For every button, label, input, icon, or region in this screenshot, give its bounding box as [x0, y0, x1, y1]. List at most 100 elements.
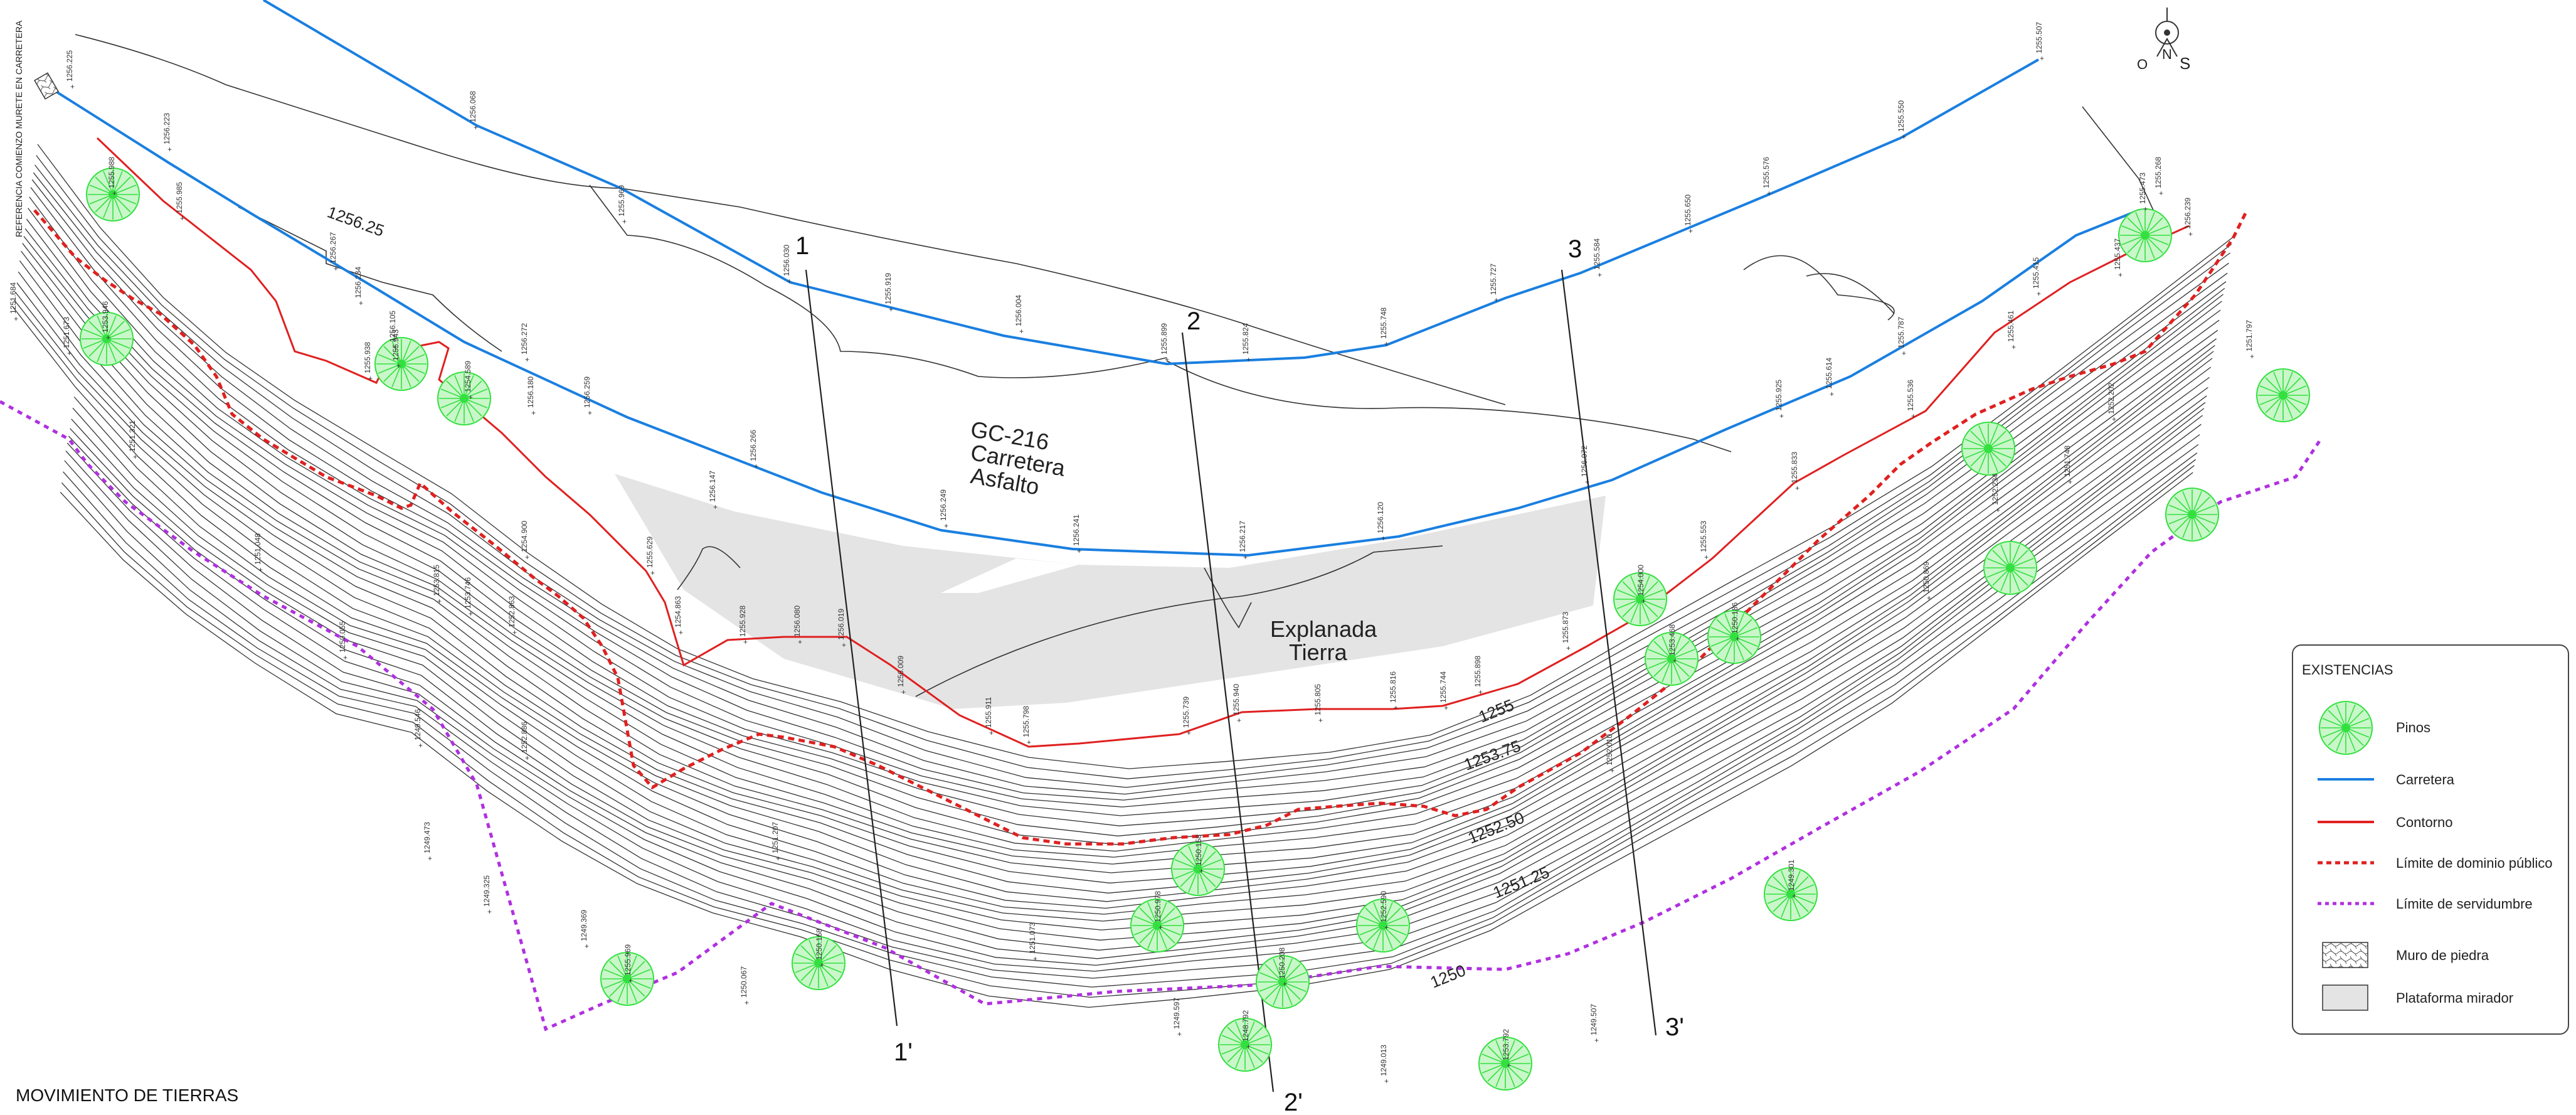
survey-elevation-label: 1256.180	[526, 376, 535, 408]
section-1-end: 1'	[894, 1038, 913, 1066]
tree-point-mark: +	[396, 361, 401, 370]
edge-point-mark: +	[167, 145, 172, 154]
legend-item-plataforma: Plataforma mirador	[2322, 984, 2513, 1011]
contour-line	[24, 228, 2221, 845]
contour-line	[65, 444, 2199, 972]
tree-elevation-label: 1250.186	[1731, 602, 1739, 634]
contour-label-2: 1255	[1476, 695, 1517, 726]
edge-elevation-label: 1255.415	[2032, 257, 2040, 289]
edge-elevation-label: 1255.925	[1774, 380, 1783, 411]
survey-elevation-label: 1252.234	[1991, 474, 2000, 505]
survey-elevation-label: 1253.746	[464, 577, 472, 609]
edge-elevation-label: 1256.223	[162, 113, 171, 144]
edge-point-mark: +	[1585, 477, 1589, 486]
survey-point-mark: +	[2118, 270, 2123, 279]
contour-line	[21, 250, 2217, 865]
contour-line	[19, 260, 2215, 873]
survey-elevation-label: 1255.873	[1561, 612, 1570, 643]
survey-elevation-label: 1255.938	[363, 342, 372, 373]
reference-note: REFERENCIA COMIENZO MURETE EN CARRETERA	[14, 20, 24, 237]
survey-point-mark: +	[1610, 766, 1614, 775]
edge-point-mark: +	[359, 299, 363, 307]
survey-point-mark: +	[1996, 506, 2000, 515]
platform-label-line1: Explanada	[1270, 616, 1377, 642]
survey-elevation-label: 1251.748	[2063, 445, 2072, 477]
survey-point-mark: +	[368, 374, 373, 383]
easement-limit	[0, 400, 2323, 1032]
edge-elevation-label: 1256.267	[329, 232, 337, 264]
edge-point-mark: +	[1381, 534, 1386, 543]
pine-tree	[1983, 541, 2037, 595]
platform-label-line2: Tierra	[1289, 639, 1348, 665]
edge-point-mark: +	[2188, 230, 2193, 238]
tree-point-mark: +	[1673, 656, 1677, 665]
section-labels: 1 1' 2 2' 3 3'	[795, 232, 1684, 1115]
tree-elevation-label: 1248.792	[1241, 1010, 1250, 1042]
survey-elevation-label: 1255.940	[1232, 684, 1241, 715]
survey-point-mark: +	[512, 628, 517, 637]
survey-point-mark: +	[418, 741, 423, 750]
pine-tree	[2118, 208, 2172, 262]
contour-label-6: 1250	[1428, 961, 1468, 991]
survey-elevation-label: 1254.863	[674, 596, 682, 627]
survey-elevation-label: 1253.815	[432, 565, 441, 596]
contour-label-4: 1252.50	[1465, 808, 1527, 848]
road-elevation-label: 1255.507	[2035, 22, 2043, 53]
tree-elevation-label: 1254.000	[1636, 565, 1645, 596]
edge-elevation-label: 1256.234	[354, 267, 363, 298]
contour-line	[12, 306, 2208, 915]
tree-point-mark: +	[1641, 597, 1646, 606]
tree-elevation-label: 1255.943	[391, 329, 400, 361]
road-point-mark: +	[1902, 132, 1906, 141]
tree-elevation-label: 1253.792	[1502, 1029, 1510, 1060]
survey-elevation-label: 1255.805	[1313, 684, 1322, 715]
survey-elevation-label: 1249.369	[580, 910, 588, 941]
survey-point-mark: +	[842, 641, 846, 649]
contour-line	[31, 179, 2228, 801]
road-elevation-label: 1255.550	[1897, 100, 1905, 132]
edge-elevation-label: 1256.239	[2183, 198, 2192, 229]
pine-tree	[374, 337, 428, 391]
edge-point-mark: +	[525, 355, 529, 364]
section-lines	[805, 269, 1657, 1092]
survey-elevation-label: 1251.321	[128, 420, 137, 452]
survey-elevation-label: 1255.536	[1906, 380, 1915, 411]
edge-point-mark: +	[2159, 189, 2163, 198]
survey-point-mark: +	[989, 728, 994, 737]
road-elevation-label: 1255.650	[1683, 195, 1692, 226]
survey-point-mark: +	[133, 452, 137, 461]
survey-elevation-label: 1255.816	[1389, 671, 1397, 703]
survey-point-mark: +	[1927, 594, 1931, 602]
survey-point-mark: +	[2012, 343, 2016, 351]
survey-point-mark: +	[585, 942, 589, 951]
survey-point-mark: +	[487, 907, 492, 916]
survey-point-mark: +	[1318, 716, 1323, 725]
survey-point-mark: +	[393, 343, 398, 351]
section-1-start: 1	[795, 232, 809, 260]
road-point-mark: +	[1246, 355, 1251, 364]
edge-point-mark: +	[2143, 205, 2148, 213]
section-3-end: 3'	[1665, 1013, 1684, 1041]
survey-elevation-label: 1251.073	[1028, 922, 1037, 954]
survey-point-mark: +	[1394, 703, 1398, 712]
tree-point-mark: +	[1283, 979, 1287, 988]
survey-point-mark: +	[650, 568, 655, 577]
tree-elevation-label: 1253.946	[101, 301, 110, 333]
survey-elevation-label: 1255.898	[1473, 656, 1482, 687]
legend-label-plataforma: Plataforma mirador	[2396, 990, 2513, 1006]
road-elevation-label: 1256.068	[469, 91, 477, 122]
road-point-mark: +	[1688, 227, 1693, 235]
survey-elevation-label: 1254.900	[520, 521, 529, 552]
public-domain-limit	[33, 209, 2247, 846]
survey-elevation-label: 1252.863	[507, 596, 516, 627]
road-point-mark: +	[1165, 355, 1169, 364]
road-elevation-label: 1255.919	[884, 273, 893, 304]
survey-point-mark: +	[679, 628, 683, 637]
survey-elevation-label: 1256.080	[793, 606, 802, 637]
edge-elevation-label: 1255.614	[1825, 358, 1833, 389]
survey-elevation-label: 1255.553	[1699, 521, 1708, 552]
contour-lines	[12, 144, 2234, 1008]
survey-point-mark: +	[1795, 484, 1799, 493]
road-point-mark: +	[474, 123, 478, 132]
drawing-title: MOVIMIENTO DE TIERRAS	[16, 1086, 238, 1105]
